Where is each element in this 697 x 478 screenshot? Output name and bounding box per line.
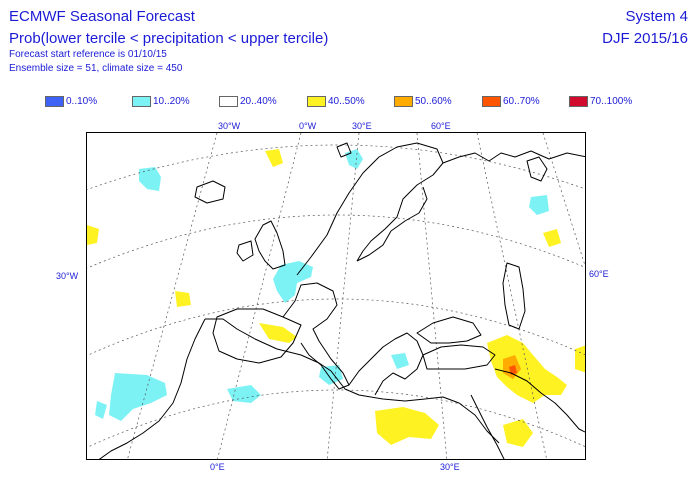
lon-label-bottom: 30°E [440, 462, 460, 472]
shade-40-50-atlantic-west [87, 225, 99, 245]
coast-balkans [348, 332, 424, 396]
legend-item: 20..40% [219, 94, 277, 108]
coast-iceland [194, 180, 226, 204]
coast-africa-west [98, 318, 206, 459]
coast-france-italy [282, 282, 350, 390]
shade-10-20-greenland-sea [139, 167, 161, 191]
shade-40-50-spain [259, 323, 297, 343]
legend-item: 50..60% [394, 94, 452, 108]
legend-swatch [482, 95, 501, 107]
legend-label: 40..50% [328, 95, 365, 107]
legend-swatch [569, 95, 588, 107]
coast-baltic [356, 186, 428, 262]
shade-10-20-arctic-east [529, 195, 549, 215]
coast-turkey [422, 344, 496, 370]
coast-russia-north [442, 150, 585, 164]
shade-40-50-sahel-east [503, 419, 533, 447]
chart-title: ECMWF Seasonal Forecast [9, 8, 195, 25]
shade-10-20-north-sea [345, 149, 363, 169]
legend-label: 70..100% [590, 95, 633, 107]
lat-label-left: 30°W [56, 271, 79, 281]
coast-scandinavia [296, 142, 444, 276]
coastline-layer [98, 142, 585, 459]
legend: 0..10% 10..20% 20..40% 40..50% 50..60% 6… [0, 94, 697, 108]
lon-label-top: 30°W [218, 121, 241, 131]
chart-subtitle: Prob(lower tercile < precipitation < upp… [9, 30, 329, 47]
legend-item: 70..100% [569, 94, 632, 108]
coast-black-sea [416, 316, 482, 344]
shade-40-50-north-africa-east [375, 407, 439, 445]
shade-40-50-middle-east [487, 335, 567, 403]
graticule [87, 133, 585, 459]
coast-north-africa [205, 318, 500, 444]
coast-novaya-zemlya [526, 156, 548, 182]
legend-swatch [394, 95, 413, 107]
shade-10-20-atlantic-sw [109, 373, 167, 421]
legend-label: 10..20% [153, 95, 190, 107]
legend-label: 60..70% [503, 95, 540, 107]
lon-label-top: 60°E [431, 121, 451, 131]
legend-swatch [132, 95, 151, 107]
legend-swatch [219, 95, 238, 107]
legend-swatch [307, 95, 326, 107]
lon-label-top: 30°E [352, 121, 372, 131]
coast-uk [254, 220, 286, 270]
lon-label-bottom: 0°E [210, 462, 225, 472]
legend-label: 0..10% [66, 95, 98, 107]
legend-item: 10..20% [132, 94, 190, 108]
coast-arabia [494, 368, 585, 433]
shade-40-50-norway [265, 149, 283, 167]
coast-caspian [502, 262, 526, 330]
coast-iberia [212, 308, 302, 364]
coast-ireland [236, 240, 254, 262]
map-frame [86, 132, 586, 460]
legend-label: 20..40% [240, 95, 277, 107]
forecast-start-text: Forecast start reference is 01/10/15 [9, 49, 167, 60]
shade-40-50-ural [543, 229, 561, 247]
shade-10-20-aegean [391, 353, 409, 369]
shade-10-20-biscay [273, 261, 313, 303]
shade-40-50-arabia-east [575, 345, 585, 373]
shade-10-20-sahara [227, 385, 261, 403]
shade-10-20-atlantic-sw2 [95, 401, 107, 419]
coast-red-sea [470, 394, 505, 459]
shading-layer [87, 149, 585, 447]
system-label: System 4 [625, 8, 688, 25]
lon-label-top: 0°W [299, 121, 317, 131]
legend-item: 40..50% [307, 94, 365, 108]
legend-label: 50..60% [415, 95, 452, 107]
legend-swatch [45, 95, 64, 107]
map-canvas [87, 133, 585, 459]
shade-40-50-iberia-west [175, 291, 191, 307]
legend-item: 60..70% [482, 94, 540, 108]
legend-item: 0..10% [45, 94, 97, 108]
lat-label-right: 60°E [589, 269, 609, 279]
coast-svalbard [336, 142, 352, 158]
ensemble-size-text: Ensemble size = 51, climate size = 450 [9, 63, 183, 74]
period-label: DJF 2015/16 [602, 30, 688, 47]
